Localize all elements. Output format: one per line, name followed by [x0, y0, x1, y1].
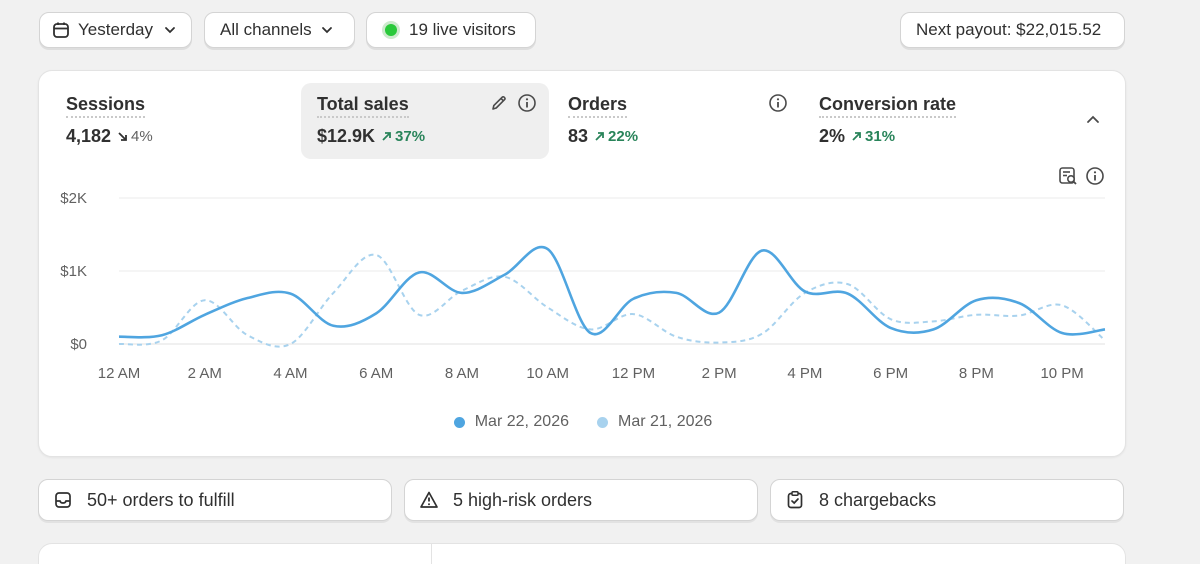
metric-value: $12.9K — [317, 126, 376, 146]
live-visitors-label: 19 live visitors — [409, 20, 516, 39]
calendar-icon — [53, 22, 69, 38]
legend-dot — [597, 416, 608, 428]
x-tick-label: 6 AM — [359, 365, 393, 382]
info-icon[interactable] — [768, 93, 788, 113]
x-tick-label: 2 PM — [702, 365, 737, 382]
series-line-current — [118, 245, 1106, 339]
orders-to-fulfill-button[interactable]: 50+ orders to fulfill — [38, 479, 392, 521]
x-tick-label: 4 PM — [787, 365, 822, 382]
info-icon[interactable] — [517, 93, 537, 113]
metric-label: Orders — [568, 94, 628, 118]
series-line-previous — [118, 253, 1106, 348]
metric-sessions[interactable]: Sessions 4,182 4% — [50, 83, 298, 159]
metric-label: Total sales — [317, 94, 409, 118]
x-tick-label: 12 PM — [612, 365, 655, 382]
x-tick-label: 4 AM — [273, 365, 307, 382]
clipboard-check-icon — [787, 491, 803, 509]
next-card — [38, 543, 1126, 564]
arrow-down-right-icon — [118, 132, 127, 141]
arrow-up-right-icon — [595, 132, 604, 141]
x-tick-label: 8 PM — [959, 365, 994, 382]
x-tick-label: 2 AM — [188, 365, 222, 382]
x-tick-label: 12 AM — [98, 365, 141, 382]
metric-delta-value: 31% — [865, 128, 896, 145]
channel-filter-label: All channels — [220, 20, 312, 39]
legend-label: Mar 21, 2026 — [618, 413, 713, 430]
legend-label: Mar 22, 2026 — [474, 413, 569, 430]
action-label: 50+ orders to fulfill — [87, 489, 235, 510]
pencil-icon[interactable] — [489, 93, 509, 113]
metric-delta-value: 37% — [395, 128, 426, 145]
card-divider — [431, 544, 432, 564]
chart-legend: Mar 22, 2026 Mar 21, 2026 — [39, 413, 1127, 431]
metric-value: 2% — [819, 126, 846, 146]
metric-label: Sessions — [66, 94, 146, 118]
metric-value: 83 — [568, 126, 589, 146]
metric-label: Conversion rate — [819, 94, 957, 118]
live-visitors-button[interactable]: 19 live visitors — [366, 12, 536, 48]
metric-delta-value: 22% — [608, 128, 639, 145]
metric-delta: 31% — [851, 128, 895, 145]
metric-delta: 37% — [381, 128, 425, 145]
inbox-icon — [55, 492, 71, 508]
arrow-up-right-icon — [852, 132, 861, 141]
y-tick-label: $2K — [60, 190, 87, 207]
date-range-button[interactable]: Yesterday — [39, 12, 192, 48]
next-payout-button[interactable]: Next payout: $22,015.52 — [900, 12, 1125, 48]
metric-total-sales[interactable]: Total sales $12.9K 37% — [301, 83, 549, 159]
arrow-up-right-icon — [382, 132, 391, 141]
date-range-label: Yesterday — [78, 20, 153, 39]
next-payout-label: Next payout: $22,015.52 — [916, 20, 1102, 39]
info-icon[interactable] — [1085, 166, 1105, 186]
channel-filter-button[interactable]: All channels — [204, 12, 355, 48]
action-label: 5 high-risk orders — [453, 489, 593, 510]
metric-conversion-rate[interactable]: Conversion rate 2% 31% — [803, 83, 1051, 159]
total-sales-chart: $2K $1K $0 12 AM 2 AM 4 AM 6 AM 8 AM 10 AM 12 PM 2… — [60, 190, 1106, 382]
action-label: 8 chargebacks — [819, 489, 937, 510]
x-tick-label: 8 AM — [445, 365, 479, 382]
x-tick-label: 10 PM — [1040, 365, 1083, 382]
high-risk-orders-button[interactable]: 5 high-risk orders — [404, 479, 758, 521]
y-tick-label: $0 — [70, 336, 87, 353]
metric-value: 4,182 — [66, 126, 112, 146]
alert-triangle-icon — [420, 491, 438, 508]
metric-orders[interactable]: Orders 83 22% — [552, 83, 800, 159]
legend-dot — [453, 416, 465, 428]
analytics-card: Sessions 4,182 4% Total sales $12.9K 37% — [38, 70, 1126, 457]
chevron-down-icon — [321, 27, 332, 34]
x-tick-label: 6 PM — [873, 365, 908, 382]
chevron-up-icon[interactable] — [1084, 111, 1102, 129]
chart-search-icon[interactable] — [1057, 165, 1079, 187]
metric-delta: 22% — [594, 128, 638, 145]
legend-item-previous[interactable]: Mar 21, 2026 — [597, 413, 712, 431]
chargebacks-button[interactable]: 8 chargebacks — [770, 479, 1124, 521]
chevron-down-icon — [165, 27, 175, 34]
live-indicator-icon — [385, 24, 397, 36]
y-tick-label: $1K — [60, 263, 87, 280]
metric-delta: 4% — [117, 128, 153, 145]
metric-delta-value: 4% — [131, 128, 153, 145]
legend-item-current[interactable]: Mar 22, 2026 — [453, 413, 569, 431]
x-tick-label: 10 AM — [526, 365, 569, 382]
